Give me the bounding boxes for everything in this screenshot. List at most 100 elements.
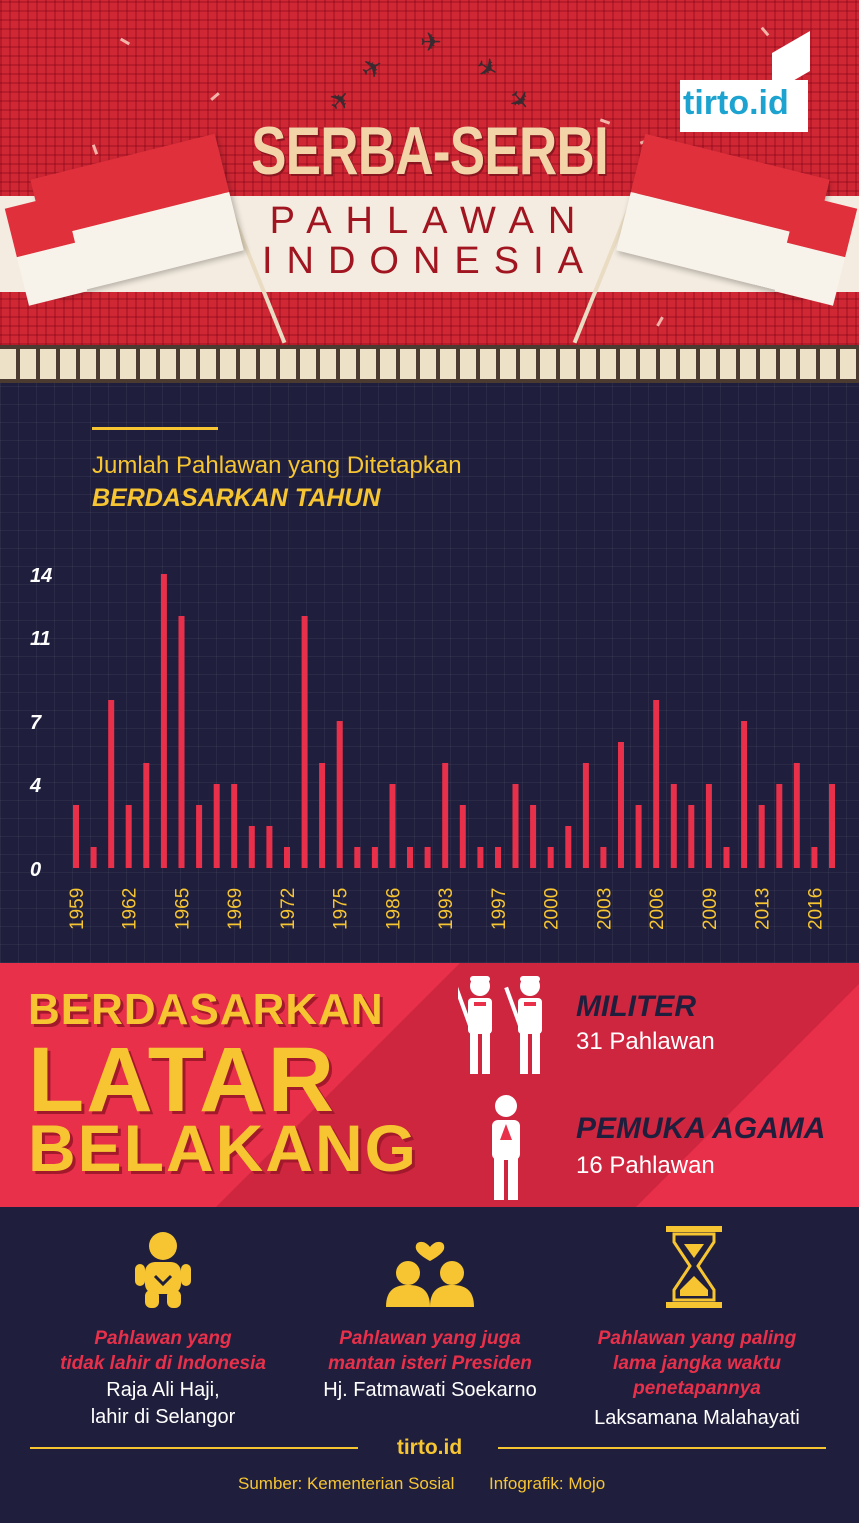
y-tick-label: 4 [29,775,41,797]
x-tick-label: 1997 [489,888,510,930]
x-tick-label: 2006 [647,888,668,930]
y-tick-label: 11 [30,628,51,650]
fence-rail-top [0,345,859,349]
praying-person-icon [492,1095,520,1200]
hourglass-icon [666,1226,722,1308]
chart-title: Jumlah Pahlawan yang Ditetapkan [92,452,462,479]
chart-bar [407,847,413,868]
chart-bar [793,763,800,868]
band-heading-2: LATAR [28,1029,337,1131]
x-tick-label: 1975 [331,888,352,930]
chart-bar [811,847,818,868]
couple-heart-icon [386,1241,474,1307]
chart-bar [547,847,554,868]
chart-bar [371,847,378,868]
chart-bar [618,742,624,868]
chart-subtitle: BERDASARKAN TAHUN [92,484,381,512]
fact-3-title-3: penetapannya [633,1378,761,1399]
fact-3-name-1: Laksamana Malahayati [594,1407,800,1429]
chart-bar [213,784,220,868]
y-tick-label: 0 [30,859,41,881]
chart-bar [442,763,449,868]
chart-bar [582,763,589,868]
y-tick-label: 7 [30,712,42,734]
chart-bar [143,763,150,868]
chart-bar [776,784,783,868]
chart-bar [284,847,290,868]
chart-bar [758,805,765,868]
chart-bar [653,700,660,868]
chart-title-rule [92,427,218,430]
chart-bar [600,847,607,868]
x-tick-label: 1962 [120,888,141,930]
chart-bar [196,805,203,868]
x-tick-label: 1969 [225,888,246,930]
chart-bar [108,700,115,868]
category-pemuka-agama-title: PEMUKA AGAMA [576,1112,826,1145]
chart-bar [688,805,695,868]
chart-bar [495,847,501,868]
x-tick-label: 1965 [172,888,193,930]
chart-bar [424,847,431,868]
confetti [119,37,131,46]
x-tick-label: 1993 [436,888,457,930]
fact-1-title-2: tidak lahir di Indonesia [60,1353,266,1374]
category-militer-title: MILITER [576,990,696,1023]
chart-bar [741,721,748,868]
footer-credit: Infografik: Mojo [489,1474,606,1493]
chart-bar [459,805,466,868]
category-pemuka-agama-count: 16 Pahlawan [576,1152,715,1179]
confetti [210,92,220,101]
brand-logo: tirto.id [683,84,789,122]
chart-bar [336,721,343,868]
page-title: SERBA-SERBI [251,113,609,189]
fact-1-name-2: lahir di Selangor [90,1406,236,1428]
fact-2-title-2: mantan isteri Presiden [328,1353,532,1374]
header-banner: ✈ ✈ ✈ ✈ ✈ SERBA-SERBI PAHLAWAN INDONESIA… [0,0,859,345]
fence-divider [0,345,859,383]
y-tick-label: 14 [30,565,52,587]
category-militer-count: 31 Pahlawan [576,1028,715,1055]
fact-2-name-1: Hj. Fatmawati Soekarno [323,1379,537,1401]
chart-bar [301,616,308,868]
chart-bar [670,784,677,868]
fact-1-title-1: Pahlawan yang [94,1328,232,1349]
chart-bar [248,826,255,868]
page-subtitle-2: INDONESIA [261,240,598,282]
chart-bar [90,847,97,868]
fact-3-title-2: lama jangka waktu [613,1353,781,1374]
x-tick-label: 2000 [542,888,563,930]
chart-bar [125,805,132,868]
x-tick-label: 2013 [753,888,774,930]
footer-rule-left [30,1447,358,1449]
x-tick-label: 1986 [383,888,404,930]
page-subtitle-1: PAHLAWAN [269,200,590,242]
chart-bar [530,805,537,868]
bar-chart: 0 4 7 11 14 1959 1962 1965 1969 1972 1975 1986 1993 1… [29,565,835,930]
chart-bar [565,826,572,868]
x-tick-label: 2003 [594,888,615,930]
chart-bar [73,805,79,868]
chart-bar [319,763,326,868]
fence-rail-bottom [0,379,859,383]
band-heading-1: BERDASARKAN [28,985,384,1034]
chart-bar [829,784,835,868]
confetti [760,26,770,37]
jet-icon: ✈ [355,50,390,88]
jet-icon: ✈ [469,50,504,88]
logo-box [680,80,808,132]
chart-bar [354,847,361,868]
band-heading-3: BELAKANG [28,1111,418,1185]
x-tick-label: 2016 [805,888,826,930]
soldiers-icon [458,976,542,1074]
background-band [0,963,859,1207]
footer-source: Sumber: Kementerian Sosial [238,1474,455,1493]
jet-icon: ✈ [420,28,442,58]
confetti [656,316,664,327]
x-tick-label: 1959 [67,888,88,930]
chart-bar [266,826,273,868]
chart-bar [477,847,484,868]
chart-bar [160,574,167,868]
footer-rule-right [498,1447,826,1449]
chart-bar [389,784,396,868]
